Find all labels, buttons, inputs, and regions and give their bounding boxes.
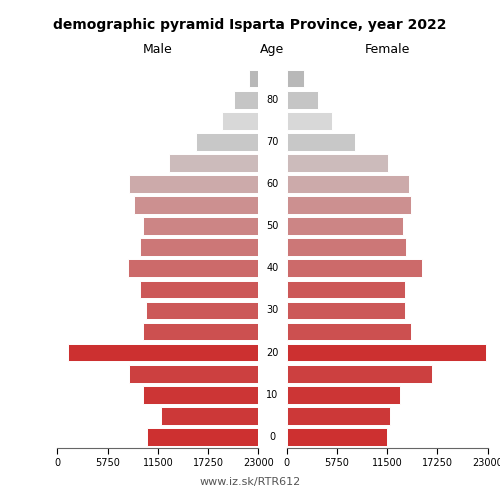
Bar (286, 112, 332, 130)
Bar (286, 302, 405, 320)
Bar (134, 196, 258, 214)
Title: Female: Female (364, 44, 410, 57)
Text: 50: 50 (266, 221, 278, 231)
Bar (286, 238, 406, 256)
Bar (222, 112, 258, 130)
Bar (234, 91, 258, 108)
Text: 20: 20 (266, 348, 278, 358)
Bar (129, 365, 258, 382)
Bar (140, 238, 258, 256)
Bar (286, 218, 403, 235)
Bar (160, 407, 258, 424)
Bar (143, 322, 258, 340)
Bar (140, 280, 258, 298)
Text: 40: 40 (266, 264, 278, 274)
Bar (286, 428, 387, 446)
Text: 70: 70 (266, 137, 278, 147)
Title: Male: Male (143, 44, 173, 57)
Bar (286, 91, 318, 108)
Bar (143, 218, 258, 235)
Bar (286, 280, 405, 298)
Text: 80: 80 (266, 94, 278, 104)
Bar (128, 260, 258, 277)
Bar (286, 70, 304, 87)
Bar (286, 322, 410, 340)
Bar (146, 302, 258, 320)
Bar (249, 70, 258, 87)
Bar (286, 365, 432, 382)
Bar (146, 428, 258, 446)
Bar (68, 344, 258, 362)
Title: Age: Age (260, 44, 284, 57)
Bar (286, 154, 388, 172)
Text: 30: 30 (266, 306, 278, 316)
Text: 10: 10 (266, 390, 278, 400)
Bar (286, 175, 409, 193)
Bar (286, 407, 390, 424)
Bar (143, 386, 258, 404)
Text: www.iz.sk/RTR612: www.iz.sk/RTR612 (200, 478, 300, 488)
Bar (286, 344, 486, 362)
Text: 0: 0 (270, 432, 276, 442)
Text: demographic pyramid Isparta Province, year 2022: demographic pyramid Isparta Province, ye… (53, 18, 447, 32)
Bar (286, 196, 410, 214)
Text: 60: 60 (266, 179, 278, 189)
Bar (196, 133, 258, 150)
Bar (286, 260, 422, 277)
Bar (170, 154, 258, 172)
Bar (286, 133, 354, 150)
Bar (129, 175, 258, 193)
Bar (286, 386, 400, 404)
